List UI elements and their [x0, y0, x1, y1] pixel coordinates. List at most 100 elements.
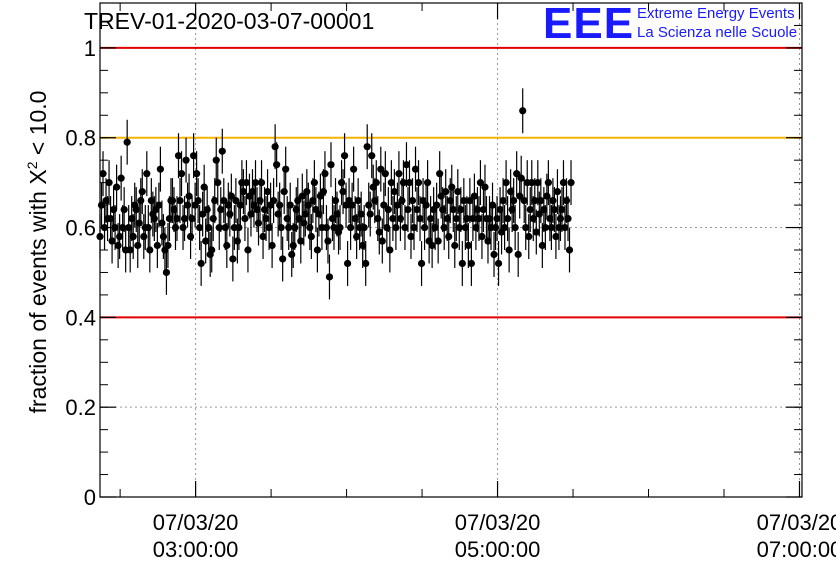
point-marker	[319, 188, 328, 196]
point-marker	[454, 188, 462, 196]
data-point	[427, 196, 435, 242]
point-marker	[126, 246, 134, 254]
point-marker	[422, 201, 430, 209]
data-point	[310, 160, 318, 206]
data-point	[532, 209, 540, 255]
point-marker	[375, 228, 383, 236]
point-marker	[214, 179, 222, 187]
point-marker	[313, 246, 321, 254]
point-marker	[387, 179, 395, 187]
data-point	[558, 187, 566, 233]
point-marker	[254, 219, 263, 227]
point-marker	[242, 179, 251, 187]
point-marker	[353, 232, 361, 241]
point-marker	[417, 259, 426, 268]
point-marker	[350, 165, 358, 173]
data-point	[259, 214, 267, 259]
data-point	[386, 227, 394, 273]
data-point	[277, 205, 285, 250]
data-point	[460, 178, 468, 224]
data-point	[211, 178, 219, 224]
point-marker	[156, 165, 164, 173]
point-marker	[233, 237, 241, 245]
point-marker	[567, 179, 575, 187]
data-point	[268, 223, 276, 268]
point-marker	[307, 232, 315, 241]
point-marker	[282, 165, 290, 173]
point-marker	[251, 179, 260, 187]
point-marker	[390, 188, 398, 196]
point-marker	[232, 197, 240, 205]
data-point	[538, 223, 546, 268]
point-marker	[186, 232, 195, 241]
point-marker	[404, 205, 412, 214]
data-point	[517, 155, 525, 201]
data-point	[239, 169, 248, 215]
point-marker	[193, 170, 201, 178]
point-marker	[239, 188, 248, 196]
y-tick-label: 0.2	[65, 395, 96, 420]
data-point	[526, 187, 534, 233]
point-marker	[114, 241, 122, 250]
data-point	[214, 160, 222, 206]
data-point	[525, 214, 533, 259]
point-marker	[525, 232, 533, 241]
point-marker	[135, 219, 143, 227]
data-point	[502, 160, 510, 206]
point-marker	[298, 192, 306, 200]
y-tick-label: 1	[84, 36, 96, 61]
data-point	[490, 232, 498, 277]
point-marker	[164, 241, 172, 250]
point-marker	[241, 214, 249, 223]
data-point	[402, 142, 411, 188]
point-marker	[514, 250, 522, 259]
data-point	[440, 205, 448, 250]
point-marker	[449, 205, 457, 214]
point-marker	[558, 205, 566, 214]
data-point	[193, 151, 201, 197]
data-point	[565, 227, 574, 273]
point-marker	[505, 246, 513, 254]
point-marker	[322, 223, 331, 232]
tick-labels: 00.20.40.60.8107/03/2003:00:0007/03/2005…	[65, 36, 836, 562]
point-marker	[297, 237, 305, 245]
point-marker	[235, 223, 243, 232]
point-marker	[434, 237, 442, 245]
data-point	[336, 205, 344, 250]
point-marker	[140, 232, 148, 241]
point-marker	[490, 250, 498, 259]
point-marker	[405, 179, 414, 187]
point-marker	[108, 237, 116, 245]
data-point	[505, 227, 513, 273]
point-marker	[451, 241, 459, 250]
point-marker	[547, 223, 555, 232]
point-marker	[137, 197, 145, 205]
point-marker	[132, 205, 140, 214]
data-point	[445, 214, 453, 259]
point-marker	[414, 179, 423, 187]
data-point	[208, 227, 216, 273]
point-marker	[381, 170, 389, 178]
point-marker	[223, 241, 231, 250]
data-point	[404, 187, 412, 233]
point-marker	[277, 223, 285, 232]
point-marker	[433, 201, 441, 209]
point-marker	[511, 223, 519, 232]
point-marker	[208, 246, 216, 254]
data-point	[452, 196, 460, 242]
data-point	[143, 151, 151, 197]
point-marker	[174, 152, 183, 160]
point-marker	[460, 197, 468, 205]
point-marker	[120, 205, 128, 214]
point-marker	[531, 197, 539, 205]
point-marker	[522, 223, 530, 232]
data-point	[321, 151, 329, 197]
point-marker	[467, 259, 475, 268]
logo-mark: EEE	[543, 0, 635, 48]
point-marker	[380, 201, 388, 209]
data-point	[550, 187, 559, 233]
point-marker	[428, 241, 436, 250]
data-point	[564, 196, 572, 242]
point-marker	[337, 179, 346, 187]
data-point	[408, 178, 417, 224]
